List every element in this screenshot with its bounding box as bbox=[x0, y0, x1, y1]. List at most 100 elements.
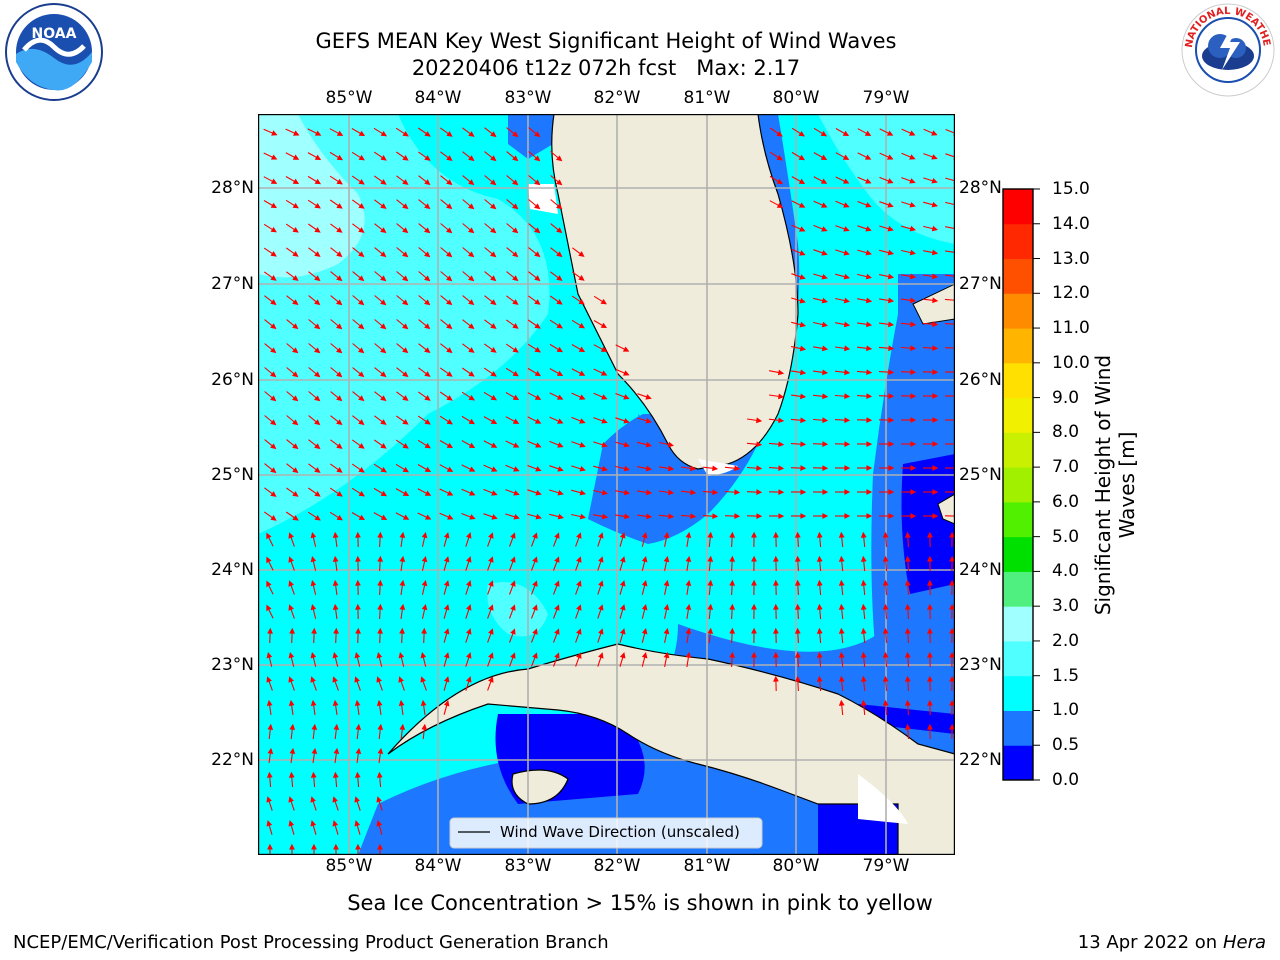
wind-arrow-head bbox=[927, 579, 933, 586]
wind-arrow-head bbox=[423, 275, 431, 282]
wind-arrow-head bbox=[794, 627, 801, 634]
wind-arrow-head bbox=[865, 297, 873, 304]
wind-arrow-head bbox=[424, 155, 431, 161]
wind-arrow-head bbox=[465, 676, 472, 683]
wind-arrow-head bbox=[512, 323, 519, 329]
wind-arrow-head bbox=[816, 627, 823, 634]
wind-arrow-head bbox=[600, 322, 608, 329]
lon-label: 80°W bbox=[772, 88, 820, 108]
wind-arrow-head bbox=[420, 676, 426, 683]
wind-arrow-head bbox=[799, 297, 806, 304]
wind-arrow-head bbox=[776, 178, 784, 185]
wind-arrow-head bbox=[927, 723, 933, 730]
wind-arrow-head bbox=[489, 179, 497, 186]
wind-arrow-head bbox=[887, 273, 895, 280]
wind-arrow-head bbox=[821, 250, 828, 256]
wind-arrow-head bbox=[860, 627, 867, 634]
wind-arrow-head bbox=[799, 226, 806, 232]
wind-arrow-head bbox=[380, 203, 387, 209]
wind-arrow-head bbox=[773, 555, 779, 562]
wind-arrow-head bbox=[423, 227, 431, 234]
wind-arrow-head bbox=[910, 297, 917, 304]
wind-arrow-head bbox=[377, 747, 384, 754]
wind-arrow-head bbox=[904, 627, 911, 634]
wind-arrow-head bbox=[513, 466, 520, 472]
wind-arrow-head bbox=[270, 275, 277, 281]
wind-arrow-head bbox=[821, 202, 828, 208]
colorbar-segment bbox=[1003, 501, 1033, 538]
wind-arrow bbox=[944, 323, 955, 325]
wind-arrow-head bbox=[335, 299, 343, 306]
wind-arrow-head bbox=[336, 467, 343, 473]
wind-arrow-head bbox=[556, 275, 563, 281]
wind-arrow-head bbox=[314, 130, 322, 136]
wind-arrow-head bbox=[288, 556, 294, 563]
wind-arrow-head bbox=[358, 490, 365, 497]
wind-arrow-head bbox=[314, 178, 322, 185]
wind-arrow-head bbox=[534, 251, 541, 258]
wind-arrow-head bbox=[888, 345, 895, 352]
wind-arrow-head bbox=[266, 699, 273, 706]
wind-arrow-head bbox=[576, 628, 582, 635]
wind-arrow-head bbox=[800, 393, 807, 400]
wind-arrow-head bbox=[266, 580, 272, 588]
wind-arrow-head bbox=[707, 627, 714, 634]
wind-arrow-head bbox=[645, 441, 652, 448]
wind-arrow-head bbox=[291, 419, 299, 426]
wind-arrow-head bbox=[844, 513, 851, 519]
wind-arrow-head bbox=[842, 154, 850, 160]
wind-arrow-head bbox=[513, 490, 520, 496]
wind-arrow-head bbox=[421, 604, 428, 611]
wind-arrow-head bbox=[663, 651, 670, 659]
wind-arrow-head bbox=[864, 154, 872, 160]
wind-arrow-head bbox=[910, 465, 917, 471]
chart-title: GEFS MEAN Key West Significant Height of… bbox=[315, 29, 897, 53]
colorbar-tick-label: 10.0 bbox=[1052, 352, 1090, 373]
lon-label: 84°W bbox=[414, 856, 462, 876]
wind-arrow-head bbox=[336, 490, 343, 497]
wind-arrow-head bbox=[576, 604, 582, 611]
wind-arrow-head bbox=[292, 491, 299, 497]
wind-arrow-head bbox=[376, 676, 382, 683]
wind-arrow-head bbox=[932, 297, 939, 304]
wind-arrow-head bbox=[843, 297, 850, 304]
wind-arrow-head bbox=[598, 580, 604, 587]
wind-arrow-head bbox=[866, 393, 873, 400]
wind-arrow-head bbox=[601, 465, 609, 472]
wind-arrow-head bbox=[822, 393, 829, 400]
wind-arrow-head bbox=[882, 579, 889, 586]
wind-arrow-head bbox=[421, 723, 428, 730]
wind-arrow-head bbox=[266, 556, 272, 564]
wind-arrow-head bbox=[446, 371, 453, 377]
wind-arrow-head bbox=[800, 489, 807, 495]
wind-arrow-head bbox=[355, 627, 361, 634]
wind-arrow-head bbox=[358, 154, 365, 161]
wind-arrow-head bbox=[778, 465, 785, 472]
wind-arrow-head bbox=[358, 203, 365, 209]
wind-arrow-head bbox=[887, 154, 894, 160]
wind-arrow-head bbox=[310, 579, 317, 587]
colorbar-tick-label: 8.0 bbox=[1052, 422, 1080, 443]
wind-arrow-head bbox=[423, 251, 431, 258]
wind-arrow-head bbox=[377, 603, 384, 610]
wind-arrow-head bbox=[773, 651, 779, 658]
wind-arrow-head bbox=[843, 178, 850, 184]
wind-arrow-head bbox=[860, 555, 867, 562]
wind-arrow-head bbox=[816, 675, 823, 682]
wind-arrow-head bbox=[799, 250, 806, 256]
wind-arrow-head bbox=[446, 395, 453, 401]
wind-arrow-head bbox=[888, 369, 895, 376]
wind-arrow-head bbox=[446, 203, 453, 210]
wind-arrow-head bbox=[576, 580, 582, 587]
colorbar-segment bbox=[1003, 293, 1033, 329]
wind-arrow-head bbox=[729, 579, 736, 586]
wind-arrow-head bbox=[623, 418, 630, 424]
wind-arrow-head bbox=[510, 628, 516, 635]
sea-ice-note: Sea Ice Concentration > 15% is shown in … bbox=[347, 891, 933, 915]
wind-arrow-head bbox=[844, 465, 851, 471]
wind-arrow-head bbox=[751, 555, 757, 562]
wind-arrow-head bbox=[332, 820, 339, 827]
wind-arrow-head bbox=[843, 226, 850, 232]
wind-arrow-head bbox=[729, 627, 736, 634]
wind-arrow-head bbox=[598, 532, 604, 539]
